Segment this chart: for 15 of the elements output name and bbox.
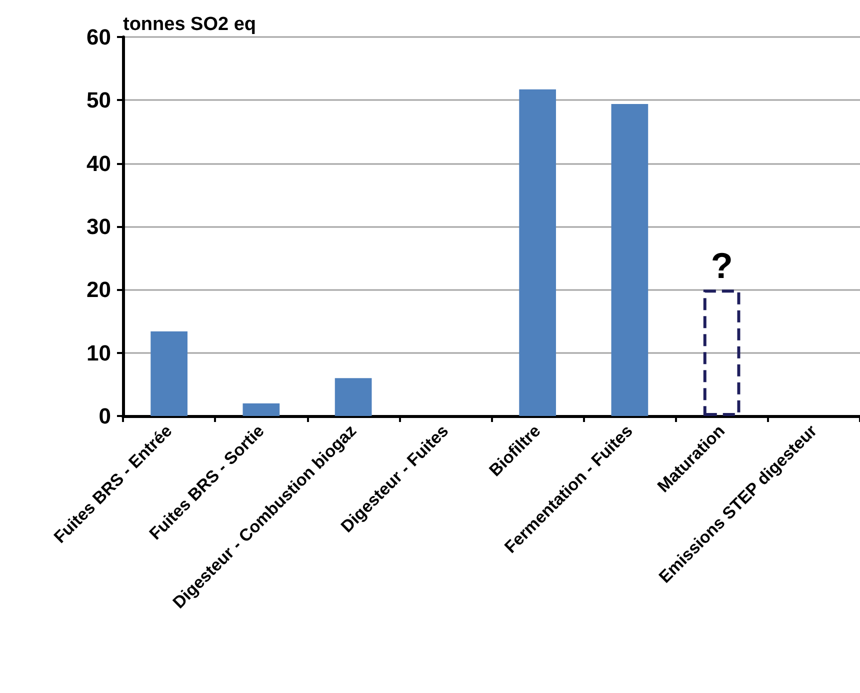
annotation: ? [710, 244, 734, 286]
y-tick-label: 20 [86, 277, 111, 302]
bar [519, 89, 556, 416]
bar [703, 290, 740, 416]
bar [242, 403, 280, 416]
y-tick-label: 60 [86, 24, 111, 50]
bar [150, 331, 188, 416]
y-tick-label: 30 [86, 214, 111, 239]
y-tick-label: 50 [86, 88, 111, 113]
bar [611, 104, 648, 416]
y-tick-label: 40 [86, 150, 111, 176]
y-tick-label: 0 [98, 404, 111, 428]
bar [334, 378, 372, 416]
y-axis-title: tonnes SO2 eq [123, 13, 258, 37]
y-tick-label: 10 [86, 340, 111, 366]
